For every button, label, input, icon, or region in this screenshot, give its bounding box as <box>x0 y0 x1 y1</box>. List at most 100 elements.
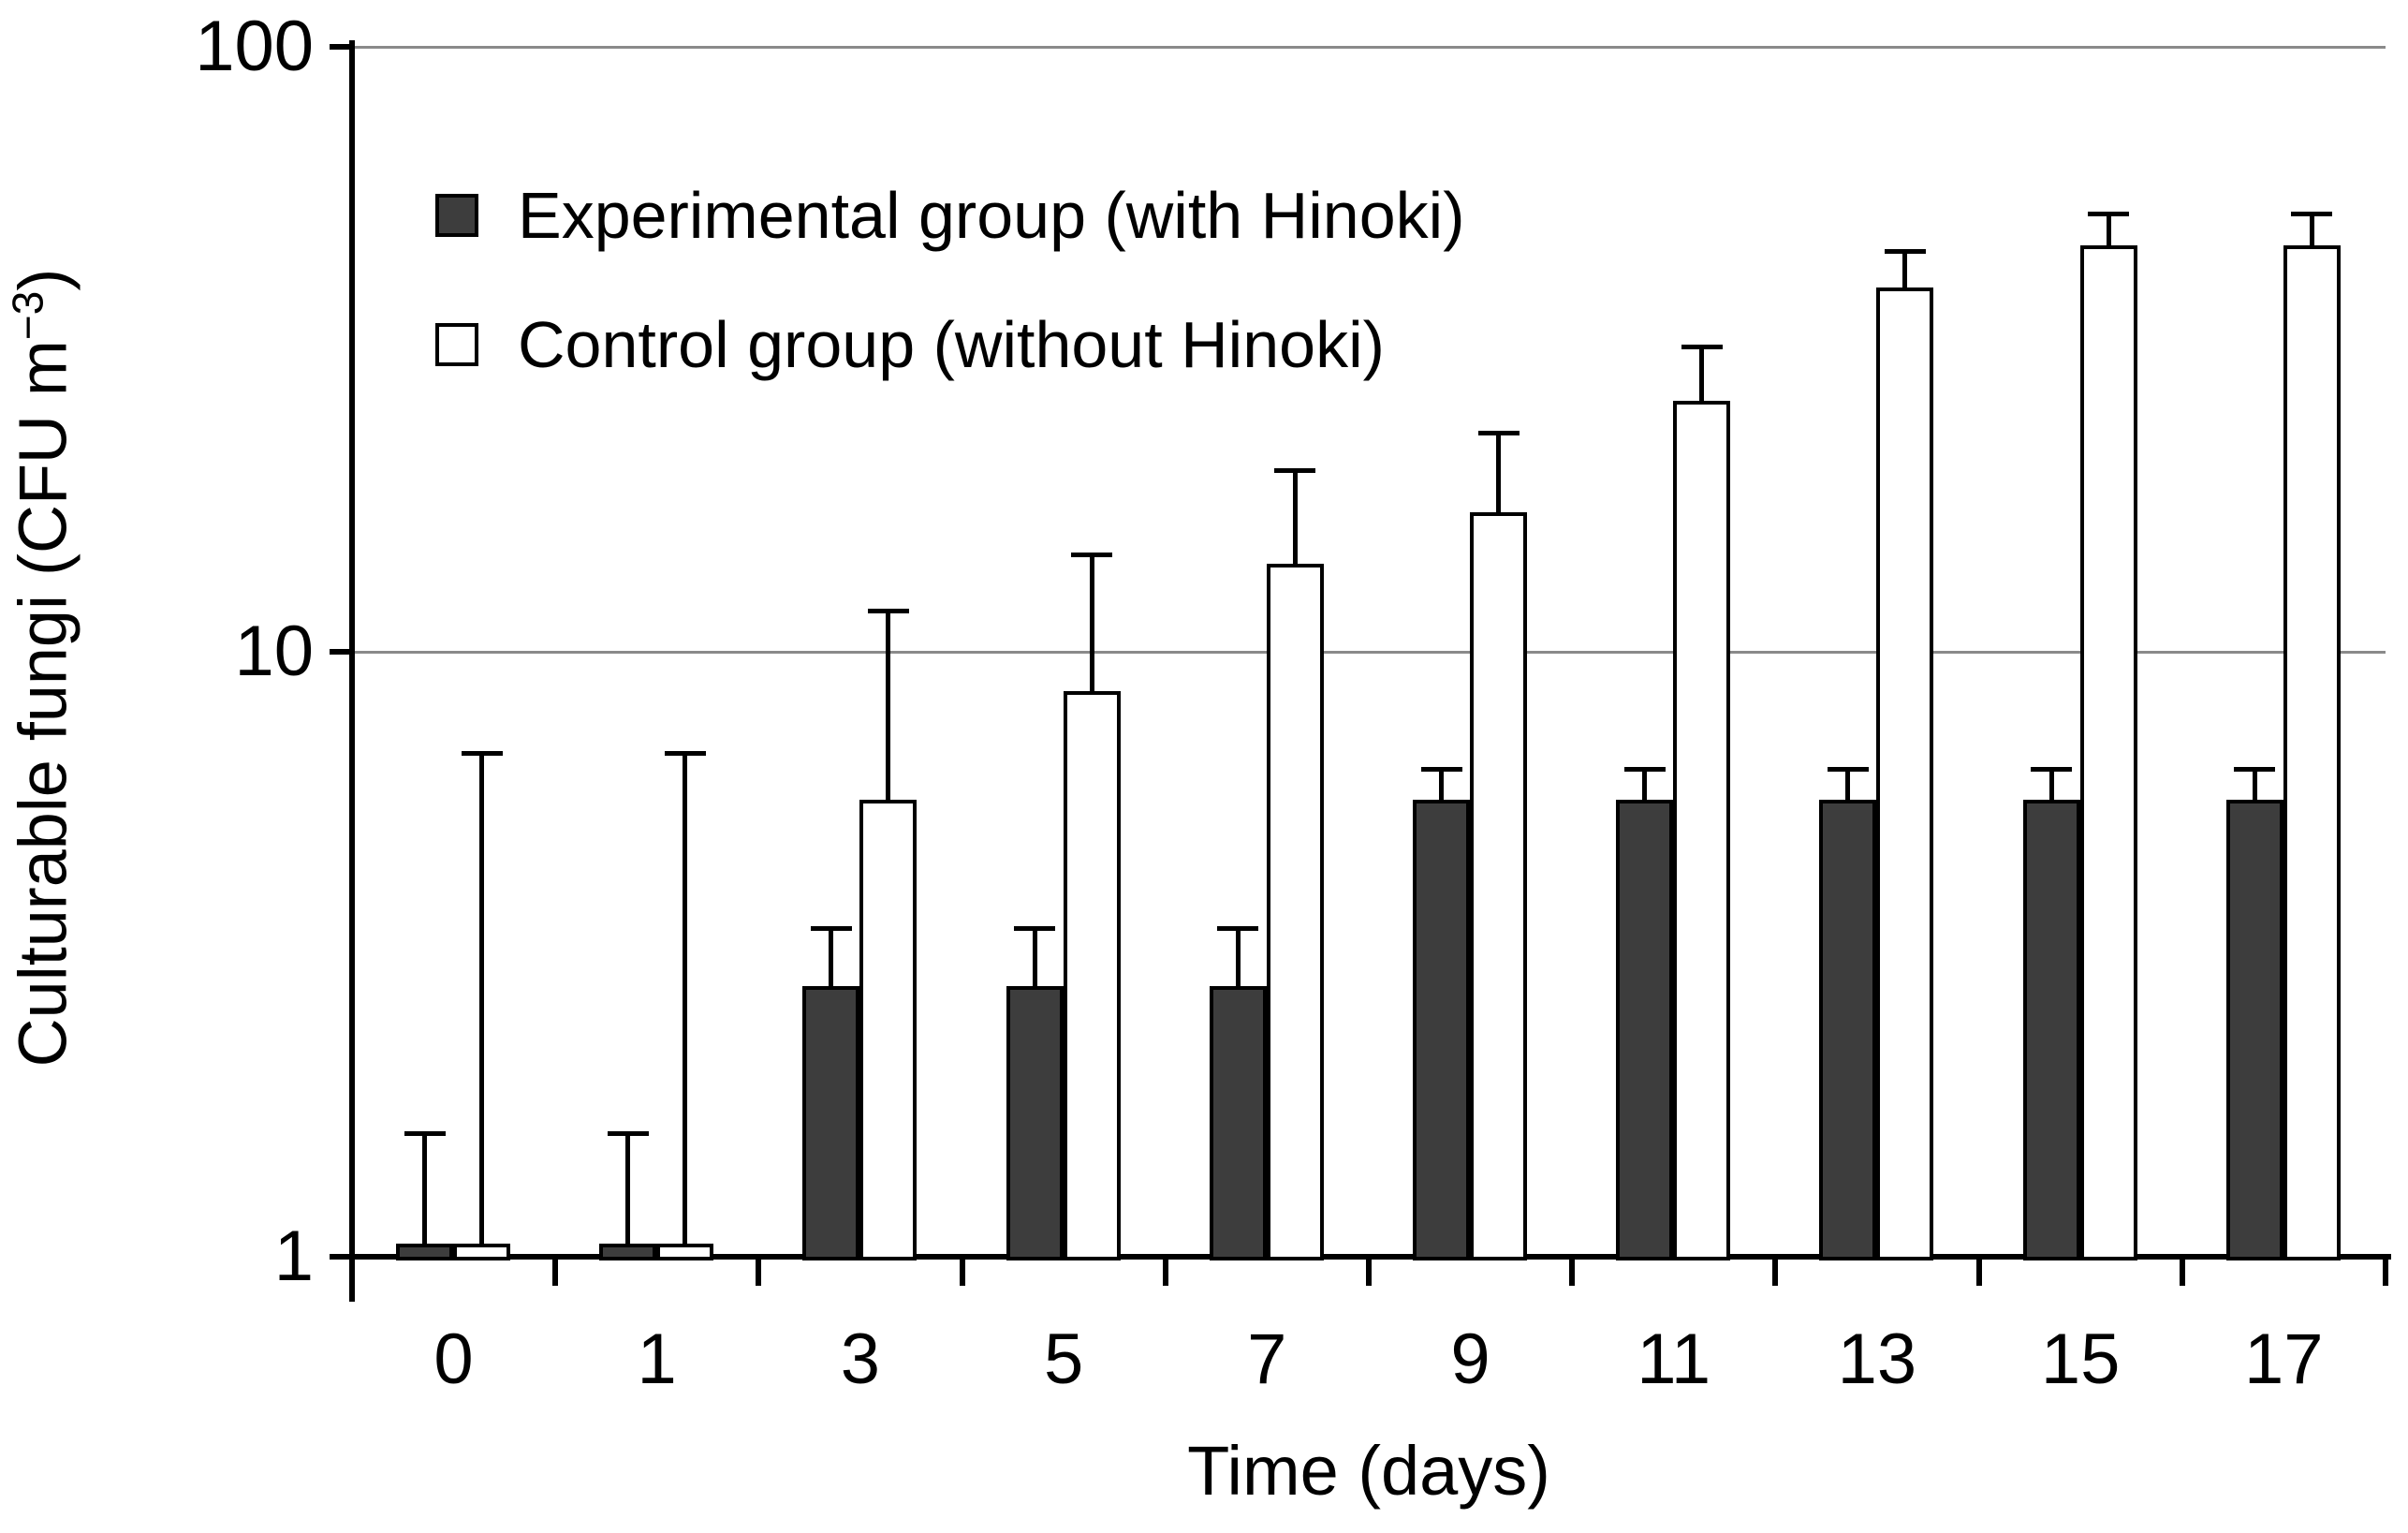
control-bar-day-17 <box>2283 244 2341 1260</box>
experimental-bar-day-15 <box>2022 799 2080 1260</box>
legend-label-control: Control group (without Hinoki) <box>518 308 1385 381</box>
x-tick <box>959 1260 965 1286</box>
control-error-bar-day-17 <box>2309 214 2314 245</box>
y-tick-1 <box>330 1254 355 1260</box>
control-bar-day-7 <box>1266 563 1324 1260</box>
x-tick <box>1162 1260 1168 1286</box>
experimental-error-cap-day-15 <box>2031 767 2073 773</box>
control-error-cap-day-3 <box>867 608 909 613</box>
x-tick <box>2179 1260 2185 1286</box>
x-tick-label-13: 13 <box>1837 1319 1917 1399</box>
x-tick-label-5: 5 <box>1043 1319 1084 1399</box>
x-tick <box>1366 1260 1372 1286</box>
y-axis-title-text: Culturable fungi (CFU m <box>6 340 81 1068</box>
experimental-bar-day-5 <box>1006 986 1064 1260</box>
experimental-error-bar-day-17 <box>2252 769 2257 800</box>
x-axis-line <box>352 1254 2391 1260</box>
experimental-error-bar-day-5 <box>1032 927 1037 987</box>
control-error-cap-day-11 <box>1681 344 1723 349</box>
experimental-error-cap-day-17 <box>2234 767 2276 773</box>
experimental-bar-day-17 <box>2225 799 2283 1260</box>
experimental-error-cap-day-9 <box>1420 767 1462 773</box>
control-bar-day-5 <box>1063 691 1121 1260</box>
legend: Experimental group (with Hinoki) Control… <box>435 178 1465 436</box>
control-error-cap-day-9 <box>1477 431 1520 436</box>
y-tick-10 <box>330 649 355 655</box>
experimental-error-cap-day-3 <box>810 925 852 931</box>
control-error-cap-day-0 <box>461 751 503 757</box>
x-tick <box>1569 1260 1576 1286</box>
y-tick-label-1: 1 <box>273 1216 314 1296</box>
experimental-error-cap-day-1 <box>607 1131 649 1137</box>
y-axis-title-close-paren: ) <box>6 268 81 291</box>
experimental-error-bar-day-1 <box>625 1133 631 1245</box>
experimental-bar-day-9 <box>1413 799 1470 1260</box>
control-error-bar-day-15 <box>2106 214 2111 245</box>
y-tick-label-100: 100 <box>195 7 314 86</box>
control-bar-day-11 <box>1673 400 1731 1260</box>
control-error-cap-day-1 <box>664 751 706 757</box>
experimental-error-cap-day-0 <box>404 1131 446 1137</box>
experimental-error-bar-day-11 <box>1642 769 1648 800</box>
x-tick-label-9: 9 <box>1450 1319 1490 1399</box>
legend-item-experimental: Experimental group (with Hinoki) <box>435 178 1465 253</box>
experimental-error-bar-day-3 <box>829 927 834 987</box>
gridline-100 <box>352 45 2386 49</box>
control-error-cap-day-13 <box>1884 248 1926 254</box>
control-error-cap-day-7 <box>1274 467 1316 473</box>
x-axis-title: Time (days) <box>1187 1432 1550 1510</box>
control-error-cap-day-15 <box>2088 212 2130 217</box>
control-bar-day-9 <box>1470 512 1527 1260</box>
experimental-bar-day-3 <box>802 986 860 1260</box>
experimental-error-cap-day-5 <box>1014 925 1056 931</box>
experimental-error-bar-day-9 <box>1439 769 1444 800</box>
x-tick-label-1: 1 <box>637 1319 677 1399</box>
control-bar-day-15 <box>2079 244 2137 1260</box>
experimental-error-bar-day-0 <box>422 1133 427 1245</box>
experimental-swatch-icon <box>435 194 478 237</box>
control-error-bar-day-11 <box>1699 346 1705 401</box>
control-error-bar-day-0 <box>479 753 484 1245</box>
x-tick-label-15: 15 <box>2040 1319 2121 1399</box>
legend-item-control: Control group (without Hinoki) <box>435 307 1465 382</box>
x-tick-label-17: 17 <box>2244 1319 2324 1399</box>
x-tick <box>349 1260 355 1286</box>
experimental-error-bar-day-15 <box>2048 769 2054 800</box>
y-tick-label-10: 10 <box>234 612 314 691</box>
x-tick <box>2383 1260 2388 1286</box>
control-error-cap-day-17 <box>2291 212 2333 217</box>
experimental-bar-day-11 <box>1616 799 1674 1260</box>
x-tick <box>756 1260 762 1286</box>
experimental-error-cap-day-7 <box>1217 925 1259 931</box>
x-tick-label-11: 11 <box>1637 1319 1711 1399</box>
control-bar-day-1 <box>656 1244 714 1260</box>
y-axis-line <box>349 40 355 1302</box>
control-bar-day-0 <box>453 1244 510 1260</box>
control-error-bar-day-5 <box>1089 553 1094 692</box>
experimental-error-bar-day-7 <box>1235 927 1241 987</box>
control-error-bar-day-9 <box>1496 433 1501 513</box>
control-error-bar-day-13 <box>1902 250 1908 288</box>
y-tick-100 <box>330 44 355 50</box>
experimental-error-bar-day-13 <box>1845 769 1851 800</box>
experimental-bar-day-1 <box>599 1244 657 1260</box>
x-tick-label-0: 0 <box>433 1319 474 1399</box>
x-tick <box>1772 1260 1779 1286</box>
legend-label-experimental: Experimental group (with Hinoki) <box>518 179 1465 252</box>
control-error-cap-day-5 <box>1071 552 1113 557</box>
experimental-bar-day-13 <box>1819 799 1877 1260</box>
experimental-error-cap-day-11 <box>1623 767 1666 773</box>
gridline-10 <box>352 650 2386 654</box>
experimental-error-cap-day-13 <box>1827 767 1869 773</box>
control-error-bar-day-7 <box>1292 469 1298 564</box>
control-bar-day-13 <box>1876 287 1934 1260</box>
experimental-bar-day-7 <box>1209 986 1267 1260</box>
control-error-bar-day-3 <box>886 610 891 800</box>
x-tick-label-7: 7 <box>1247 1319 1287 1399</box>
x-tick-label-3: 3 <box>840 1319 881 1399</box>
y-axis-title: Culturable fungi (CFU m−3) <box>3 269 82 1068</box>
x-tick <box>552 1260 559 1286</box>
x-tick <box>1975 1260 1982 1286</box>
control-error-bar-day-1 <box>683 753 688 1245</box>
control-bar-day-3 <box>859 799 918 1260</box>
